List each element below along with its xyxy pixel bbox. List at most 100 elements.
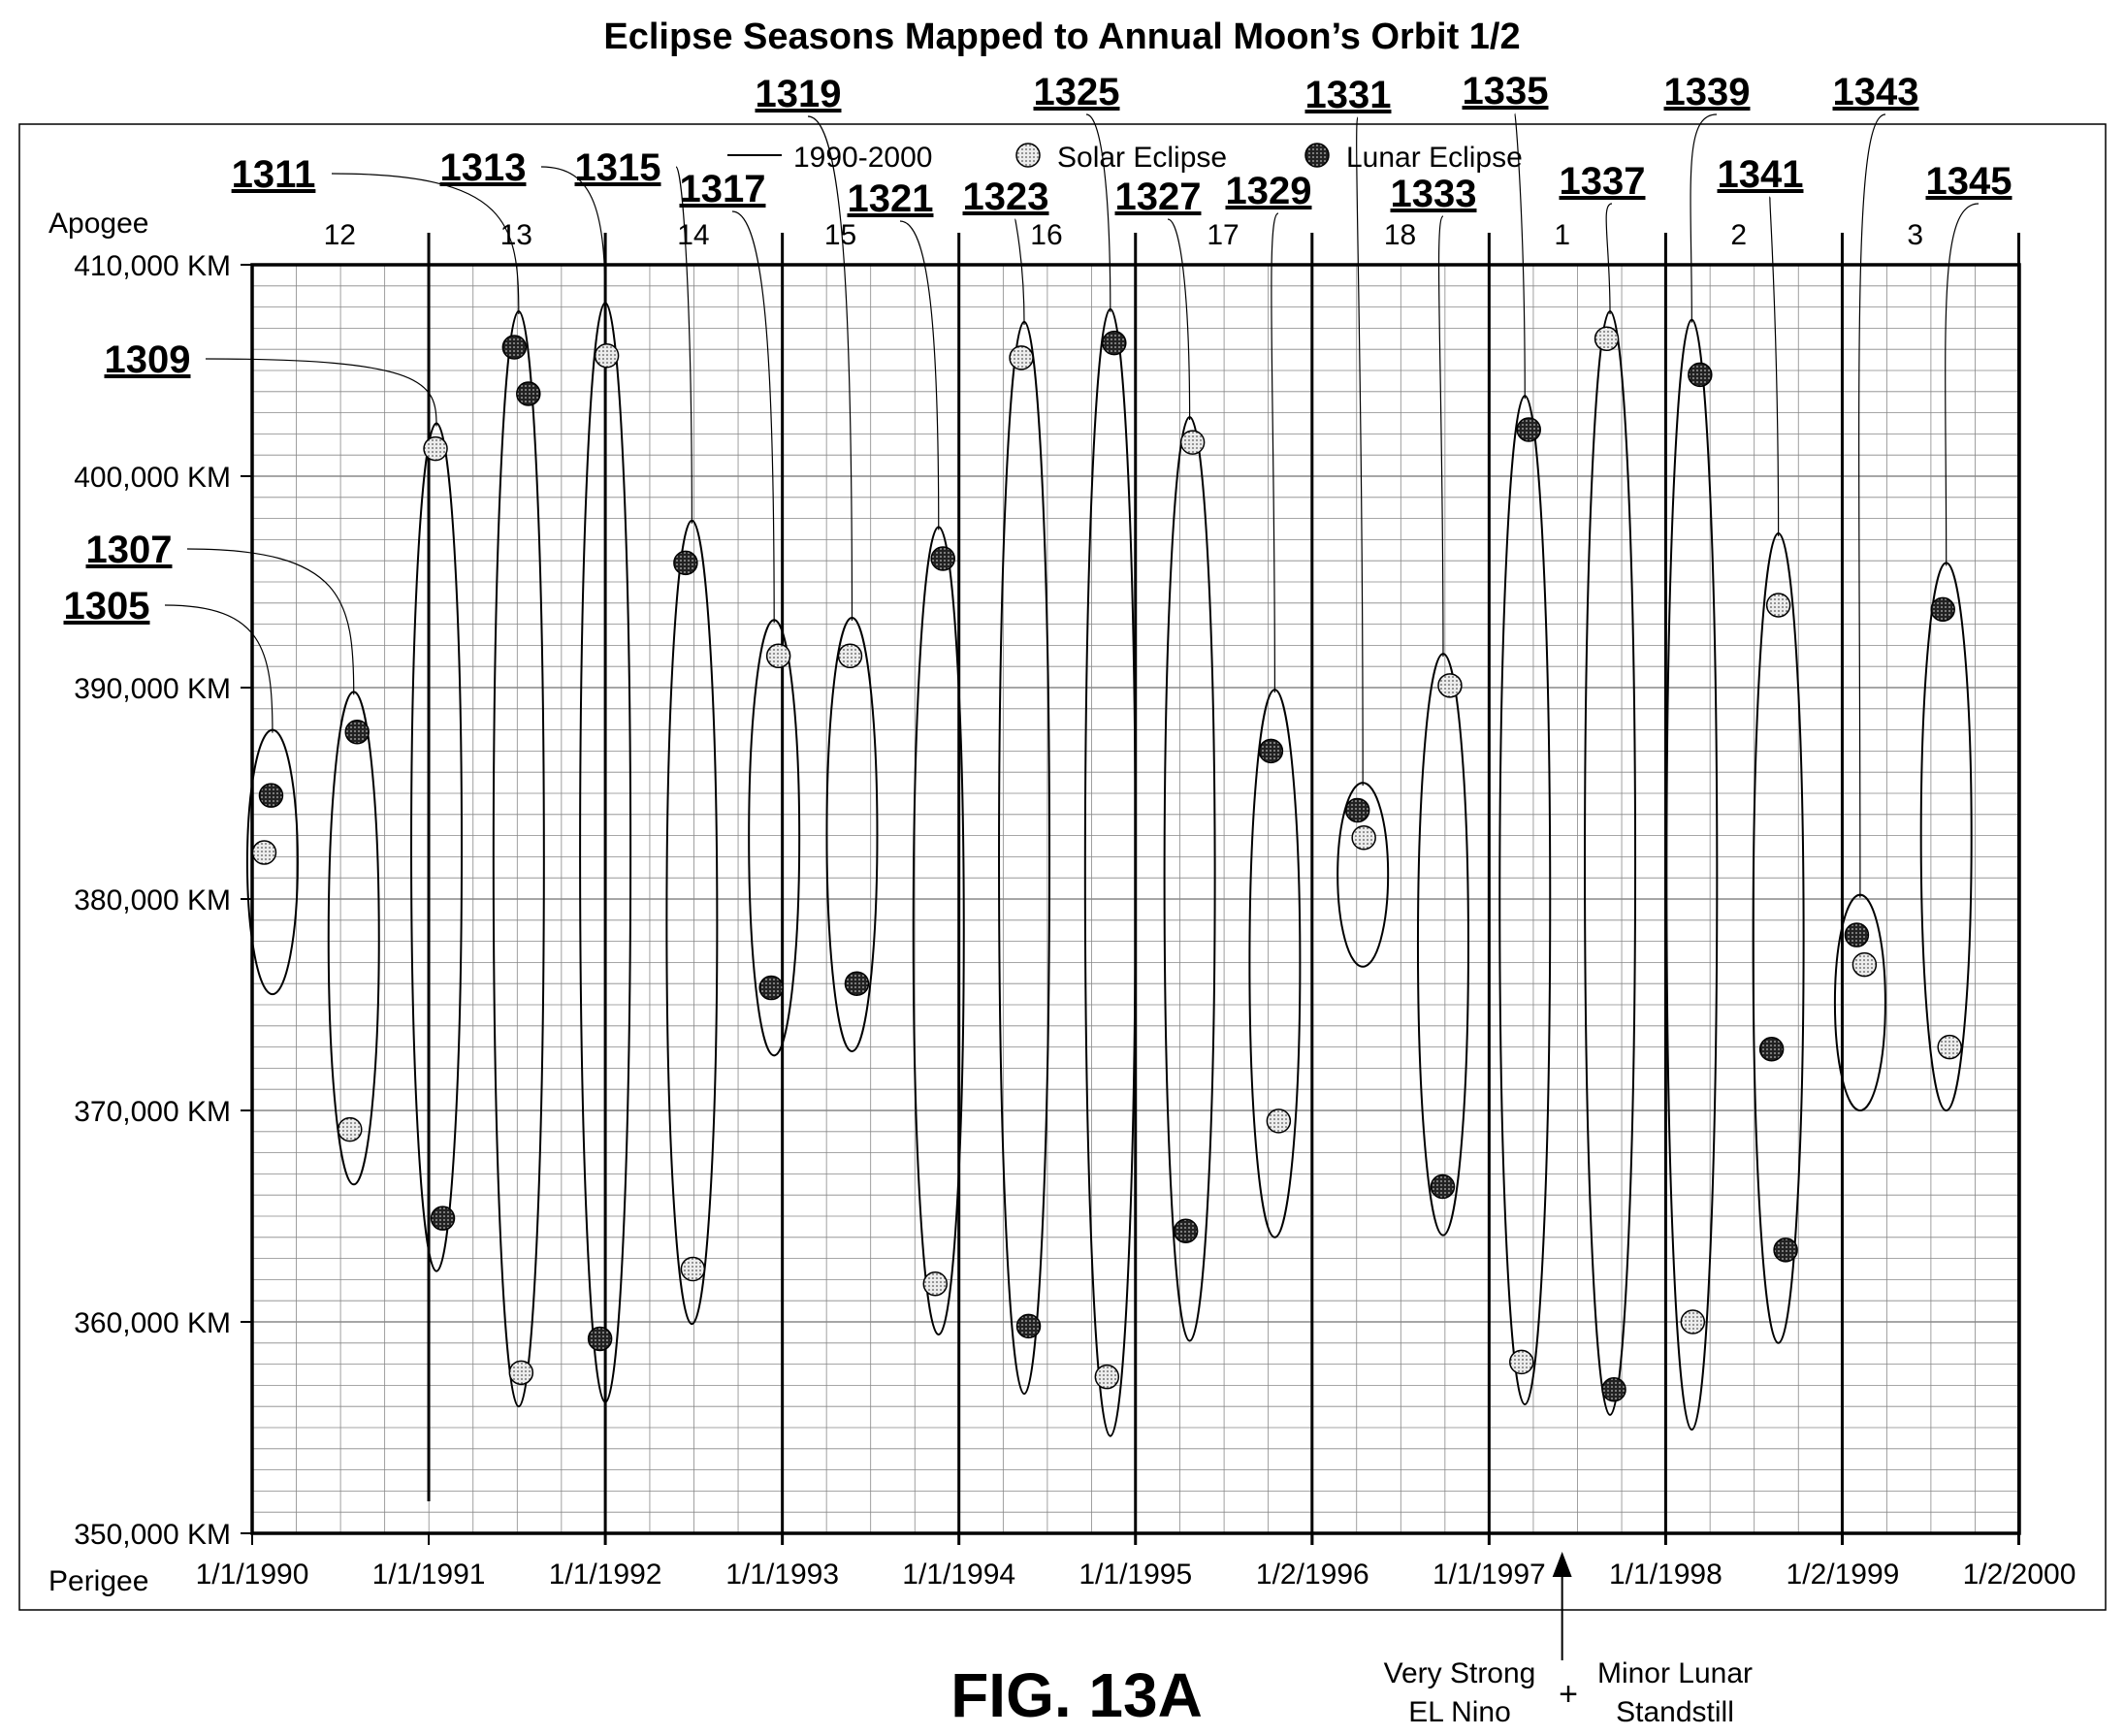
reference-label: 1335 (1463, 70, 1549, 113)
leader-line (540, 166, 606, 306)
leader-line (164, 604, 274, 733)
lunar-eclipse-point (1601, 1377, 1626, 1402)
leader-line (1769, 196, 1780, 536)
eclipse-season-ellipse (1163, 415, 1216, 1342)
lunar-eclipse-point (844, 971, 870, 996)
axes: 350,000 KM 360,000 KM 370,000 KM 380,000 KM… (74, 250, 2076, 1591)
lunar-eclipse-point (430, 1206, 456, 1231)
annotation-left-line2: EL Nino (1408, 1696, 1511, 1728)
lunar-eclipse-point (1344, 797, 1370, 823)
eclipse-season-ellipse (1498, 395, 1552, 1406)
x-tick-label: 1/1/1991 (372, 1559, 486, 1591)
reference-label: 1343 (1833, 71, 1919, 113)
solar-eclipse-point (508, 1360, 534, 1386)
eclipse-season-ellipse (825, 617, 879, 1052)
reference-label: 1307 (86, 529, 173, 571)
legend-lunar-swatch (1304, 143, 1330, 168)
annotation-right-line1: Minor Lunar (1597, 1657, 1753, 1689)
leader-line (1014, 218, 1025, 325)
eclipse-season-ellipse (1584, 309, 1637, 1416)
reference-label: 1337 (1560, 160, 1646, 203)
solar-eclipse-point (922, 1271, 949, 1297)
solar-eclipse-point (1266, 1109, 1292, 1134)
reference-label: 1333 (1391, 173, 1477, 215)
reference-label: 1313 (440, 146, 527, 189)
y-tick-label: 410,000 KM (74, 250, 231, 282)
eclipse-season-ellipse (1833, 893, 1886, 1111)
figure-label: FIG. 13A (950, 1660, 1203, 1730)
solar-eclipse-point (1009, 345, 1034, 370)
leader-line (1085, 113, 1111, 312)
eclipse-season-ellipse (410, 422, 464, 1272)
solar-eclipse-point (1851, 951, 1878, 978)
y-tick-label: 380,000 KM (74, 884, 231, 916)
lunar-eclipse-point (1015, 1313, 1042, 1339)
solar-eclipse-point (423, 435, 448, 462)
eclipse-season-ellipse (1665, 318, 1719, 1431)
eclipse-season-ellipse (1752, 531, 1805, 1344)
eclipse-season-ellipse (1336, 782, 1390, 968)
eclipse-season-ellipse (748, 619, 801, 1057)
eclipse-season-ellipse (492, 309, 545, 1408)
chart-title: Eclipse Seasons Mapped to Annual Moon’s … (603, 16, 1520, 57)
reference-label: 1329 (1226, 170, 1312, 212)
solar-eclipse-point (765, 643, 791, 669)
y-tick-label: 350,000 KM (74, 1519, 231, 1551)
cycle-number: 18 (1384, 219, 1416, 251)
y-tick-label: 370,000 KM (74, 1096, 231, 1128)
solar-eclipse-point (1937, 1034, 1962, 1060)
lunar-eclipse-point (1173, 1218, 1199, 1244)
solar-eclipse-point (837, 643, 863, 669)
reference-label: 1339 (1664, 71, 1751, 113)
leader-line (807, 115, 853, 622)
solar-eclipse-point (1765, 593, 1791, 618)
legend-solar-label: Solar Eclipse (1057, 142, 1227, 174)
x-tick-label: 1/2/1999 (1787, 1559, 1900, 1591)
eclipse-season-ellipse (912, 526, 965, 1336)
solar-eclipse-point (1094, 1364, 1120, 1390)
leader-line (186, 548, 355, 695)
leader-line (205, 358, 437, 427)
lunar-eclipse-point (1688, 362, 1713, 388)
solar-eclipse-point (1509, 1349, 1534, 1375)
lunar-eclipse-point (587, 1326, 613, 1352)
eclipse-season-ellipse (1248, 689, 1302, 1238)
leader-line (1167, 218, 1191, 420)
x-tick-label: 1/1/1993 (725, 1559, 839, 1591)
eclipse-season-ellipse (665, 519, 719, 1326)
solar-eclipse-point (1351, 825, 1376, 851)
y-tick-label: 400,000 KM (74, 462, 231, 494)
eclipse-season-ellipse (998, 320, 1051, 1396)
leader-line (1271, 212, 1279, 693)
x-tick-label: 1/1/1992 (549, 1559, 662, 1591)
eclipse-season-ellipse (1416, 653, 1469, 1237)
x-tick-label: 1/1/1998 (1609, 1559, 1723, 1591)
lunar-eclipse-point (930, 546, 955, 571)
leader-line (899, 220, 940, 530)
cycle-numbers: 12 13 14 15 16 17 18 1 2 3 (324, 219, 1924, 251)
outer-frame (18, 123, 2107, 1611)
eclipse-season-ellipse (579, 302, 632, 1403)
reference-label: 1321 (848, 177, 934, 220)
leader-line (1858, 113, 1886, 898)
solar-eclipse-point (338, 1116, 363, 1142)
leader-line (331, 173, 520, 314)
y-tick-label: 360,000 KM (74, 1307, 231, 1339)
lunar-eclipse-point (1516, 417, 1541, 442)
legend-solar-swatch (1015, 143, 1041, 168)
reference-label: 1331 (1305, 74, 1392, 116)
cycle-number: 15 (824, 219, 856, 251)
eclipse-season-ellipse (327, 691, 380, 1186)
reference-label: 1327 (1115, 176, 1202, 218)
reference-label: 1309 (105, 338, 191, 381)
lunar-eclipse-point (1758, 1037, 1785, 1062)
solar-eclipse-point (1179, 430, 1206, 455)
lunar-eclipse-point (1258, 738, 1284, 764)
lunar-eclipse-point (258, 783, 284, 808)
reference-label: 1317 (680, 168, 766, 210)
eclipse-season-ellipse (1083, 307, 1137, 1437)
reference-label: 1311 (232, 153, 316, 196)
solar-eclipse-point (1680, 1309, 1706, 1334)
